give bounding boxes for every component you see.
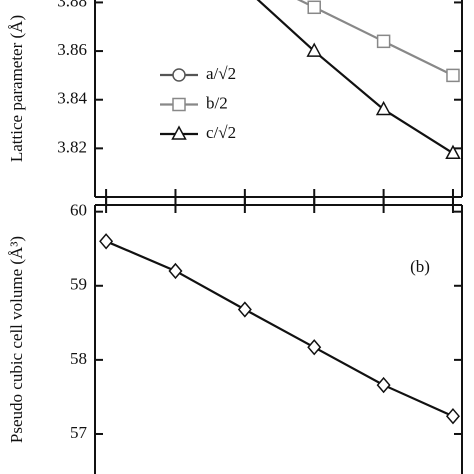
marker	[445, 144, 461, 159]
y-tick-label: 3.84	[57, 89, 87, 108]
plot-area	[256, 0, 461, 159]
marker	[376, 376, 391, 394]
legend-label: a/√2	[206, 64, 236, 83]
marker	[376, 34, 391, 49]
marker	[306, 42, 322, 57]
legend-marker	[172, 97, 186, 112]
y-axis-label: Pseudo cubic cell volume (Å³)	[7, 236, 26, 443]
y-tick-label: 3.88	[57, 0, 87, 10]
y-tick-label: 57	[70, 423, 88, 442]
series-line	[296, 0, 454, 77]
legend-label: b/2	[206, 93, 228, 112]
series-line	[105, 240, 454, 418]
marker	[375, 100, 392, 116]
plot-area	[99, 233, 460, 425]
y-tick-label: 3.82	[57, 137, 87, 156]
legend-marker	[172, 68, 186, 82]
y-tick-label: 58	[70, 349, 87, 368]
legend-label: c/√2	[206, 123, 236, 142]
marker	[445, 408, 460, 425]
marker	[307, 0, 321, 15]
marker	[237, 301, 252, 318]
marker	[307, 339, 322, 356]
legend-marker	[171, 125, 187, 140]
series-line	[256, 0, 454, 155]
y-tick-label: 60	[70, 201, 87, 220]
marker	[168, 262, 183, 280]
y-tick-label: 3.86	[57, 40, 87, 59]
annotation: (b)	[410, 257, 430, 276]
marker	[99, 233, 114, 250]
y-axis-label: Lattice parameter (Å)	[7, 15, 26, 162]
marker	[446, 68, 460, 83]
y-tick-label: 59	[70, 275, 87, 294]
